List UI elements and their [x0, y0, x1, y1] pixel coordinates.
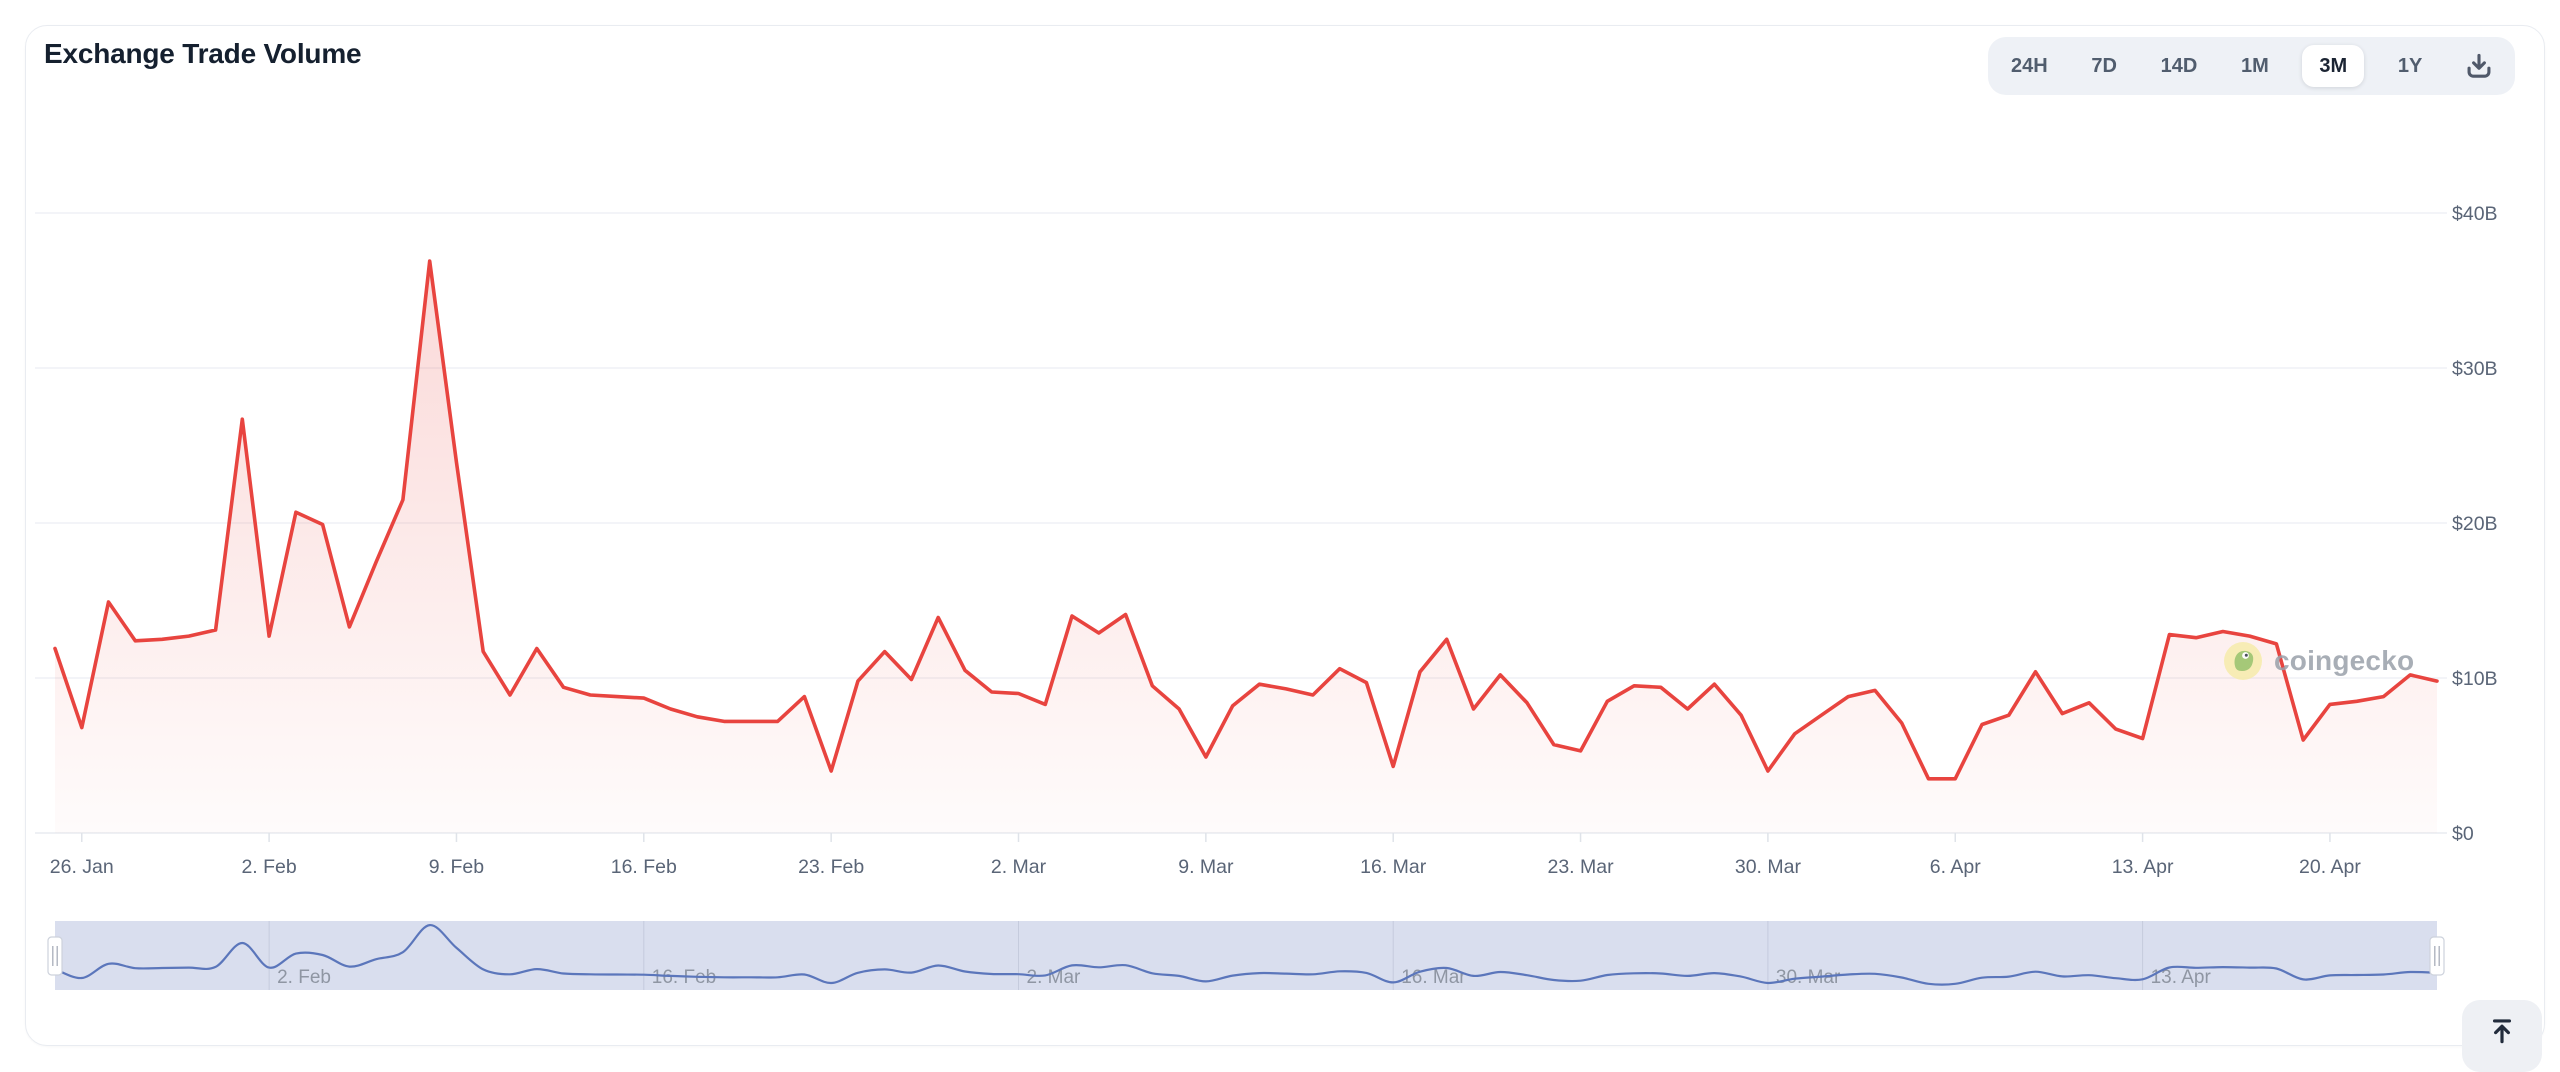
range-button-1m[interactable]: 1M	[2231, 46, 2279, 86]
range-button-24h[interactable]: 24H	[2001, 46, 2058, 86]
range-button-7d[interactable]: 7D	[2081, 46, 2127, 86]
exchange-trade-volume-card	[25, 25, 2545, 1046]
range-button-3m[interactable]: 3M	[2302, 45, 2365, 87]
coingecko-watermark: coingecko	[2222, 640, 2414, 682]
download-icon	[2467, 53, 2491, 78]
range-button-14d[interactable]: 14D	[2151, 46, 2208, 86]
scroll-to-top-button[interactable]	[2462, 1000, 2542, 1072]
page-title: Exchange Trade Volume	[44, 38, 362, 69]
scroll-to-top-icon	[2492, 1019, 2512, 1044]
time-range-selector: 24H 7D 14D 1M 3M 1Y	[1988, 37, 2515, 95]
range-button-1y[interactable]: 1Y	[2388, 46, 2432, 86]
coingecko-brand-text: coingecko	[2274, 645, 2415, 676]
coingecko-logo-icon	[2224, 642, 2262, 680]
download-button[interactable]	[2456, 43, 2502, 89]
